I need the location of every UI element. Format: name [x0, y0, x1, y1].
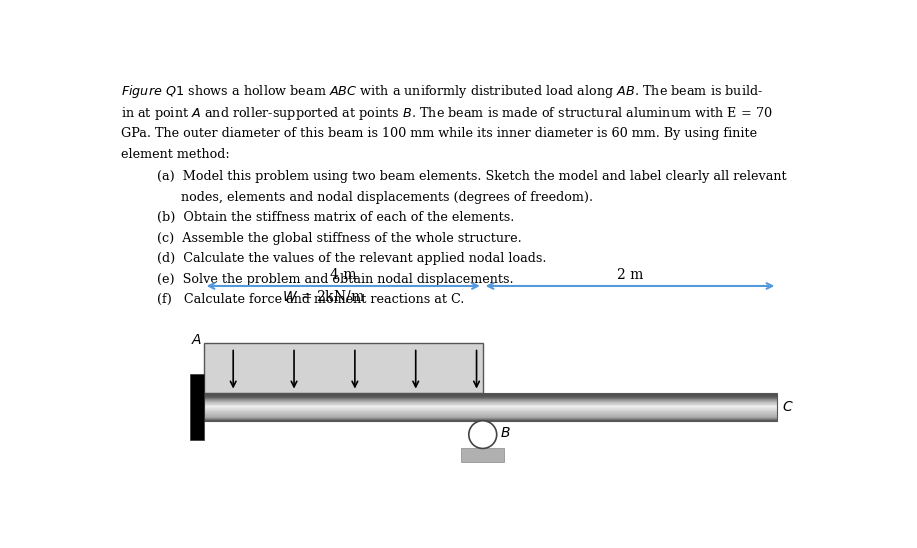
Bar [190, 374, 204, 439]
Text: (e)  Solve the problem and obtain nodal displacements.: (e) Solve the problem and obtain nodal d… [157, 272, 514, 286]
Text: nodes, elements and nodal displacements (degrees of freedom).: nodes, elements and nodal displacements … [157, 191, 593, 204]
Text: (b)  Obtain the stiffness matrix of each of the elements.: (b) Obtain the stiffness matrix of each … [157, 212, 514, 224]
Text: GPa. The outer diameter of this beam is 100 mm while its inner diameter is 60 mm: GPa. The outer diameter of this beam is … [121, 127, 757, 140]
Text: $\it{A}$: $\it{A}$ [191, 333, 203, 347]
Text: element method:: element method: [121, 148, 229, 161]
Text: (a)  Model this problem using two beam elements. Sketch the model and label clea: (a) Model this problem using two beam el… [157, 170, 787, 184]
Text: (f)   Calculate force and moment reactions at C.: (f) Calculate force and moment reactions… [157, 293, 465, 306]
Bar [461, 448, 504, 463]
Bar [204, 343, 482, 393]
Text: (d)  Calculate the values of the relevant applied nodal loads.: (d) Calculate the values of the relevant… [157, 252, 547, 265]
Text: $\it{W}$ = 2kN/m: $\it{W}$ = 2kN/m [282, 288, 365, 305]
Bar [204, 393, 778, 421]
Text: $\it{B}$: $\it{B}$ [500, 426, 511, 440]
Text: (c)  Assemble the global stiffness of the whole structure.: (c) Assemble the global stiffness of the… [157, 232, 522, 245]
Text: 2 m: 2 m [617, 268, 643, 282]
Text: in at point $\it{A}$ and roller-supported at points $\it{B}$. The beam is made o: in at point $\it{A}$ and roller-supporte… [121, 105, 772, 122]
Text: $\it{Figure\ Q1}$ shows a hollow beam $\it{ABC}$ with a uniformly distributed lo: $\it{Figure\ Q1}$ shows a hollow beam $\… [121, 83, 763, 100]
Ellipse shape [469, 421, 497, 448]
Text: 4 m: 4 m [330, 268, 357, 282]
Text: $\it{C}$: $\it{C}$ [782, 400, 793, 414]
